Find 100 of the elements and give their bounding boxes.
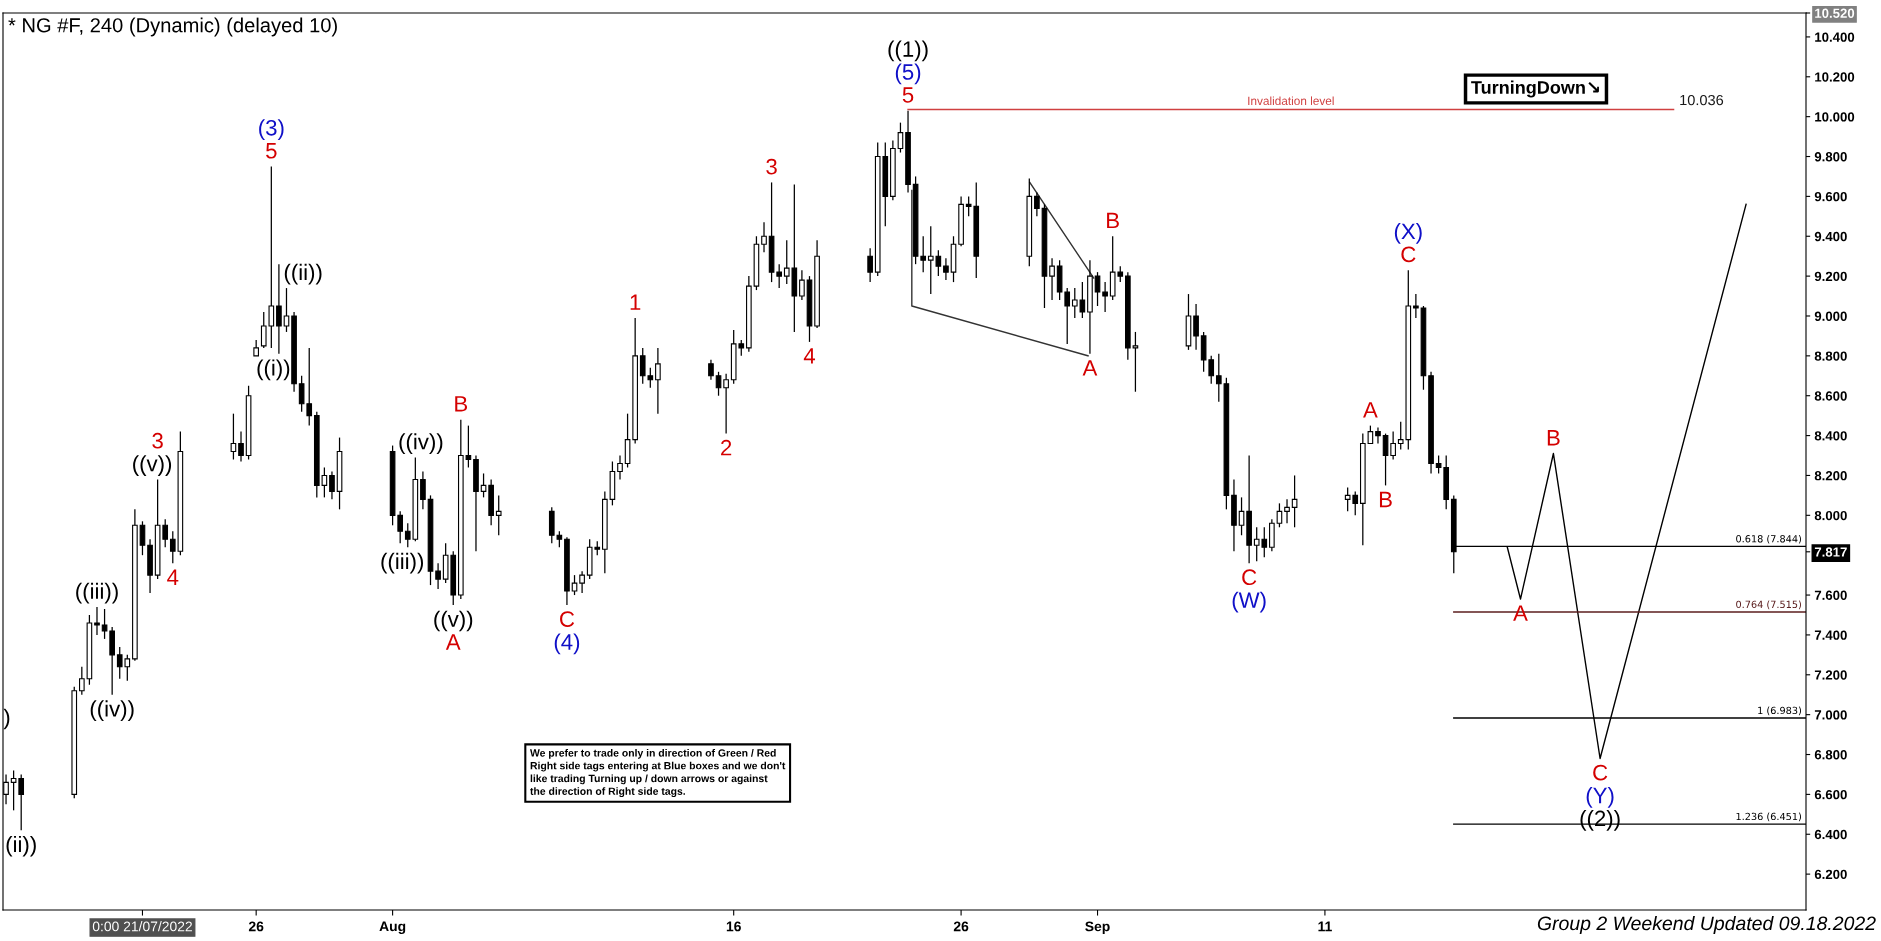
annotation: C	[1593, 764, 1608, 781]
y-tick-label: 6.400	[1814, 829, 1847, 840]
candlestick	[276, 263, 282, 355]
annotation: C	[560, 611, 575, 627]
x-tick-label: 0:00 21/07/2022	[92, 921, 192, 932]
annotation: C	[1242, 569, 1257, 586]
y-tick-label: 9.600	[1814, 191, 1847, 202]
candlestick	[435, 562, 441, 590]
annotation: (X)	[1394, 222, 1422, 244]
candlestick	[1094, 271, 1101, 307]
y-tick-label: 6.800	[1814, 750, 1847, 760]
candlestick	[761, 221, 767, 253]
annotation: (4)	[554, 633, 580, 655]
candlestick	[1269, 518, 1275, 552]
candlestick	[655, 347, 661, 415]
y-tick-label: 10.000	[1815, 112, 1855, 122]
candlestick	[283, 287, 290, 333]
candlestick	[571, 574, 578, 596]
annotation: ((iii))	[76, 582, 118, 604]
chart-title: * NG #F, 240 (Dynamic) (delayed 10)	[8, 17, 337, 37]
candlestick	[943, 257, 949, 281]
candlestick	[238, 430, 244, 463]
y-tick-label: 7.600	[1814, 590, 1847, 600]
annotation: 1	[630, 294, 641, 310]
annotation: A	[445, 634, 461, 650]
annotation: We prefer to trade only in direction of Green / Red Right side tags entering at Blue boxes and we don't like trading Turning up / down arrows or against the direction of Right side tags.	[530, 748, 786, 798]
candlestick	[1049, 257, 1055, 301]
annotation: A	[1363, 402, 1378, 418]
annotation: B	[1379, 491, 1392, 508]
y-tick-label: 7.817	[1814, 547, 1847, 557]
candlestick	[708, 359, 714, 381]
annotation: B	[1107, 212, 1119, 229]
y-tick-label: 8.400	[1814, 431, 1847, 441]
annotation: (W)	[1232, 591, 1266, 613]
candlestick	[723, 373, 729, 435]
text: Group 2 Weekend Updated 09.18.2022	[1537, 915, 1876, 935]
annotation: B	[455, 396, 468, 412]
annotation: 5	[266, 143, 277, 159]
annotation: A	[1082, 360, 1098, 376]
x-tick-label: 16	[726, 921, 741, 932]
candlestick	[867, 247, 873, 283]
ref-line-label: 1 (6.983)	[1758, 706, 1801, 716]
data-label: 10.036	[1680, 94, 1724, 106]
candlestick	[1102, 281, 1108, 313]
annotation: )	[3, 708, 10, 730]
candlestick	[230, 413, 237, 461]
y-tick-label: 9.800	[1814, 152, 1847, 162]
x-tick-label: Aug	[379, 921, 406, 935]
annotation: (5)	[895, 63, 921, 85]
candlestick	[617, 454, 623, 481]
y-tick-label: 9.000	[1814, 311, 1847, 321]
candlestick	[495, 494, 502, 536]
annotation: ((iv))	[90, 700, 134, 722]
candlestick	[1375, 426, 1381, 445]
y-tick-label: 6.600	[1814, 789, 1847, 800]
candlestick	[1193, 303, 1199, 351]
y-tick-label: 10.200	[1815, 72, 1855, 82]
candlestick	[420, 470, 426, 510]
ref-line-label: 0.764 (7.515)	[1736, 600, 1801, 610]
annotation: 3	[766, 158, 777, 175]
candlestick	[799, 269, 805, 301]
candlestick	[1291, 474, 1298, 528]
annotation: 5	[902, 87, 914, 103]
annotation: (ii))	[6, 835, 36, 857]
y-tick-label: 10.400	[1815, 32, 1855, 42]
candlestick	[1390, 430, 1396, 461]
candlestick	[1284, 498, 1290, 524]
y-tick-label: 8.000	[1814, 510, 1847, 521]
candlestick	[480, 472, 487, 499]
annotation: B	[1547, 430, 1560, 446]
y-tick-label: 10.520	[1815, 8, 1855, 18]
annotation: ((1))	[888, 40, 928, 62]
candlestick	[579, 570, 585, 594]
annotation: 4	[803, 348, 816, 364]
annotation: 4	[167, 569, 179, 585]
annotation: (Y)	[1586, 787, 1614, 808]
candlestick	[101, 608, 108, 640]
annotation: ((i))	[257, 359, 290, 381]
y-tick-label: 7.000	[1814, 710, 1847, 720]
candlestick	[329, 470, 335, 500]
candlestick	[1034, 191, 1040, 217]
x-tick-label: 26	[248, 921, 264, 932]
annotation: 2	[721, 439, 732, 456]
annotation: C	[1401, 246, 1416, 263]
y-tick-label: 6.200	[1814, 869, 1847, 880]
x-tick-label: 11	[1318, 921, 1332, 932]
y-tick-label: 8.600	[1814, 391, 1847, 401]
ref-line-label: 0.618 (7.844)	[1736, 534, 1801, 544]
candlestick	[109, 626, 115, 696]
ref-line-label: 1.236 (6.451)	[1736, 812, 1801, 822]
x-tick-label: Sep	[1085, 921, 1110, 935]
x-tick-label: 26	[953, 921, 969, 932]
annotation: ((iii))	[381, 552, 424, 574]
candlestick	[94, 606, 100, 636]
annotation: ((v))	[434, 610, 473, 632]
annotation: TurningDown↘	[1471, 80, 1599, 98]
annotation: 3	[152, 432, 163, 449]
y-tick-label: 8.800	[1814, 351, 1847, 361]
annotation: ((v))	[133, 455, 172, 476]
annotation: ((iv))	[399, 433, 443, 454]
